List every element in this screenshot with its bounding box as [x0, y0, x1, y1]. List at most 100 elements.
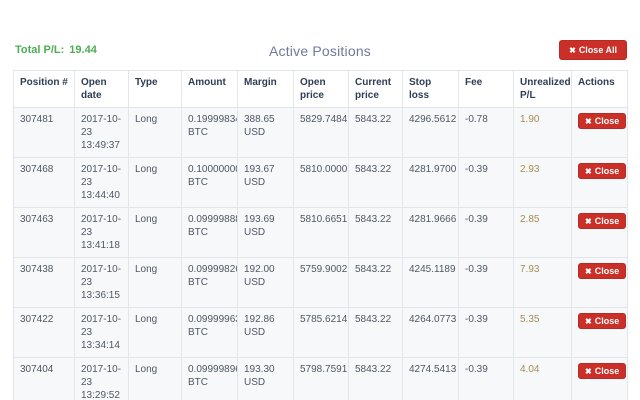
amount-value: 0.09999826 — [188, 264, 238, 275]
fee-cell: -0.39 — [458, 357, 514, 400]
open-date: 2017-10-23 — [81, 214, 122, 238]
column-header-stop-loss: Stop loss — [402, 70, 459, 108]
position-row: 307404 2017-10-23 13:29:52 Long 0.099998… — [13, 357, 628, 400]
amount-unit: BTC — [188, 227, 208, 238]
column-header-position: Position # — [13, 70, 75, 108]
type-cell: Long — [128, 257, 182, 308]
open-date-cell: 2017-10-23 13:41:18 — [74, 207, 129, 258]
open-price-cell: 5798.7591 — [293, 357, 349, 400]
actions-cell: ✖ Close — [571, 357, 628, 400]
open-date-cell: 2017-10-23 13:36:15 — [74, 257, 129, 308]
current-price-cell: 5843.22 — [348, 157, 403, 208]
column-header-margin: Margin — [237, 70, 294, 108]
current-price-cell: 5843.22 — [348, 107, 403, 158]
position-id-cell: 307481 — [13, 107, 75, 158]
amount-cell: 0.09999896 BTC — [181, 357, 238, 400]
open-date-cell: 2017-10-23 13:49:37 — [74, 107, 129, 158]
margin-cell: 388.65 USD — [237, 107, 294, 158]
amount-value: 0.09999963 — [188, 314, 238, 325]
position-id-cell: 307404 — [13, 357, 75, 400]
close-position-button[interactable]: ✖ Close — [578, 113, 627, 129]
stop-loss-cell: 4264.0773 — [402, 307, 459, 358]
open-date: 2017-10-23 — [81, 114, 122, 138]
close-icon: ✖ — [585, 117, 592, 126]
actions-cell: ✖ Close — [571, 257, 628, 308]
amount-unit: BTC — [188, 327, 208, 338]
amount-value: 0.19999834 — [188, 114, 238, 125]
position-row: 307463 2017-10-23 13:41:18 Long 0.099998… — [13, 207, 628, 258]
fee-cell: -0.39 — [458, 307, 514, 358]
close-button-label: Close — [594, 316, 620, 326]
close-button-label: Close — [594, 366, 620, 376]
fee-cell: -0.39 — [458, 257, 514, 308]
close-position-button[interactable]: ✖ Close — [578, 313, 627, 329]
unrealized-pl-cell: 2.93 — [513, 157, 572, 208]
amount-unit: BTC — [188, 377, 208, 388]
open-date: 2017-10-23 — [81, 164, 122, 188]
open-time: 13:44:40 — [81, 190, 120, 201]
margin-cell: 193.69 USD — [237, 207, 294, 258]
close-icon: ✖ — [585, 367, 592, 376]
close-icon: ✖ — [585, 317, 592, 326]
open-date-cell: 2017-10-23 13:44:40 — [74, 157, 129, 208]
total-pl-value: 19.44 — [69, 44, 97, 56]
active-positions-table: Position # Open date Type Amount Margin … — [13, 70, 628, 400]
current-price-cell: 5843.22 — [348, 357, 403, 400]
margin-cell: 193.30 USD — [237, 357, 294, 400]
fee-cell: -0.39 — [458, 207, 514, 258]
close-icon: ✖ — [585, 167, 592, 176]
amount-value: 0.09999896 — [188, 364, 238, 375]
open-time: 13:34:14 — [81, 340, 120, 351]
amount-cell: 0.09999888 BTC — [181, 207, 238, 258]
amount-unit: BTC — [188, 127, 208, 138]
current-price-cell: 5843.22 — [348, 307, 403, 358]
column-header-amount: Amount — [181, 70, 238, 108]
close-icon: ✖ — [585, 217, 592, 226]
type-cell: Long — [128, 307, 182, 358]
close-position-button[interactable]: ✖ Close — [578, 363, 627, 379]
actions-cell: ✖ Close — [571, 157, 628, 208]
column-header-actions: Actions — [571, 70, 628, 108]
open-date: 2017-10-23 — [81, 364, 122, 388]
open-time: 13:49:37 — [81, 140, 120, 151]
close-position-button[interactable]: ✖ Close — [578, 263, 627, 279]
close-position-button[interactable]: ✖ Close — [578, 213, 627, 229]
position-row: 307438 2017-10-23 13:36:15 Long 0.099998… — [13, 257, 628, 308]
actions-cell: ✖ Close — [571, 307, 628, 358]
actions-cell: ✖ Close — [571, 107, 628, 158]
total-pl: Total P/L: 19.44 — [15, 44, 97, 56]
stop-loss-cell: 4296.5612 — [402, 107, 459, 158]
open-price-cell: 5829.7484 — [293, 107, 349, 158]
page-title: Active Positions — [268, 43, 372, 59]
column-header-open-date: Open date — [74, 70, 129, 108]
column-header-type: Type — [128, 70, 182, 108]
amount-value: 0.10000000 — [188, 164, 238, 175]
current-price-cell: 5843.22 — [348, 257, 403, 308]
type-cell: Long — [128, 157, 182, 208]
margin-cell: 193.67 USD — [237, 157, 294, 208]
amount-unit: BTC — [188, 277, 208, 288]
open-time: 13:41:18 — [81, 240, 120, 251]
unrealized-pl-cell: 7.93 — [513, 257, 572, 308]
close-button-label: Close — [594, 216, 620, 226]
close-icon: ✖ — [585, 267, 592, 276]
open-price-cell: 5785.6214 — [293, 307, 349, 358]
positions-toolbar: Total P/L: 19.44 Active Positions ✖ Close … — [13, 40, 627, 62]
close-position-button[interactable]: ✖ Close — [578, 163, 627, 179]
close-all-label: Close All — [578, 45, 617, 55]
open-price-cell: 5810.0000 — [293, 157, 349, 208]
unrealized-pl-cell: 1.90 — [513, 107, 572, 158]
total-pl-label: Total P/L: — [15, 44, 65, 56]
open-date-cell: 2017-10-23 13:29:52 — [74, 357, 129, 400]
unrealized-pl-cell: 4.04 — [513, 357, 572, 400]
close-all-button[interactable]: ✖ Close All — [559, 40, 627, 60]
current-price-cell: 5843.22 — [348, 207, 403, 258]
open-time: 13:29:52 — [81, 390, 120, 400]
position-row: 307468 2017-10-23 13:44:40 Long 0.100000… — [13, 157, 628, 208]
position-id-cell: 307463 — [13, 207, 75, 258]
type-cell: Long — [128, 207, 182, 258]
amount-cell: 0.19999834 BTC — [181, 107, 238, 158]
close-button-label: Close — [594, 266, 620, 276]
fee-cell: -0.39 — [458, 157, 514, 208]
open-date: 2017-10-23 — [81, 314, 122, 338]
